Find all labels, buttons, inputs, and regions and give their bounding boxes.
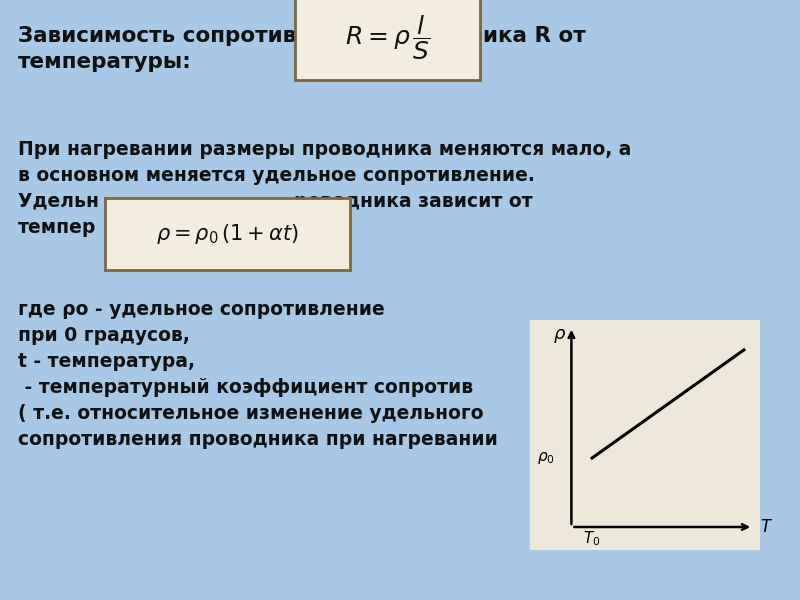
Text: $T$: $T$ (760, 518, 774, 536)
Text: температуры:: температуры: (18, 52, 192, 72)
Text: в основном меняется удельное сопротивление.: в основном меняется удельное сопротивлен… (18, 166, 535, 185)
Text: где ρo - удельное сопротивление: где ρo - удельное сопротивление (18, 300, 385, 319)
Text: Удельн                              роводника зависит от: Удельн роводника зависит от (18, 192, 533, 211)
Text: Зависимость сопротивления проводника R от: Зависимость сопротивления проводника R о… (18, 26, 586, 46)
Text: $R = \rho\,\dfrac{l}{S}$: $R = \rho\,\dfrac{l}{S}$ (345, 13, 430, 62)
Text: $T_0$: $T_0$ (583, 529, 601, 548)
Text: $\rho = \rho_0\,(1 + \alpha t)$: $\rho = \rho_0\,(1 + \alpha t)$ (156, 222, 299, 246)
Text: сопротивления проводника при нагревании: сопротивления проводника при нагревании (18, 430, 498, 449)
Text: $\rho_0$: $\rho_0$ (537, 450, 554, 466)
Text: При нагревании размеры проводника меняются мало, а: При нагревании размеры проводника меняют… (18, 140, 631, 159)
Text: t - температура,: t - температура, (18, 352, 195, 371)
Text: $\rho$: $\rho$ (554, 327, 566, 345)
Text: ( т.е. относительное изменение удельного: ( т.е. относительное изменение удельного (18, 404, 483, 423)
Text: темпер: темпер (18, 218, 96, 237)
Text: при 0 градусов,: при 0 градусов, (18, 326, 190, 345)
Text: - температурный коэффициент сопротив: - температурный коэффициент сопротив (18, 378, 474, 397)
